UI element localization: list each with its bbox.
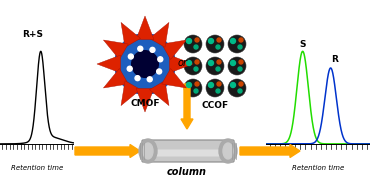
Text: R: R — [332, 55, 338, 64]
Circle shape — [238, 67, 242, 71]
Circle shape — [195, 82, 199, 86]
Text: column: column — [167, 167, 207, 177]
Circle shape — [228, 35, 246, 53]
Ellipse shape — [219, 139, 237, 163]
Circle shape — [184, 57, 202, 75]
Circle shape — [158, 57, 163, 62]
Text: CCOF: CCOF — [201, 101, 229, 110]
FancyArrow shape — [240, 145, 300, 157]
Circle shape — [206, 35, 224, 53]
Ellipse shape — [139, 139, 157, 163]
Text: CMOF: CMOF — [130, 99, 160, 108]
Ellipse shape — [131, 50, 159, 78]
Polygon shape — [162, 68, 186, 88]
Polygon shape — [149, 22, 169, 47]
Circle shape — [150, 47, 155, 52]
Text: Retention time: Retention time — [11, 165, 63, 171]
Circle shape — [186, 39, 192, 43]
Circle shape — [216, 45, 220, 49]
Circle shape — [127, 66, 132, 71]
Circle shape — [217, 38, 221, 42]
Ellipse shape — [114, 33, 176, 95]
Circle shape — [209, 83, 213, 88]
Circle shape — [194, 45, 198, 49]
Polygon shape — [136, 88, 154, 112]
Circle shape — [209, 60, 213, 66]
Circle shape — [209, 39, 213, 43]
Circle shape — [238, 45, 242, 49]
Circle shape — [157, 69, 162, 74]
Circle shape — [206, 57, 224, 75]
FancyBboxPatch shape — [145, 149, 232, 156]
Polygon shape — [104, 40, 128, 60]
Circle shape — [228, 79, 246, 97]
Circle shape — [147, 77, 152, 82]
Circle shape — [128, 54, 133, 59]
Circle shape — [231, 83, 235, 88]
Polygon shape — [121, 81, 141, 106]
Polygon shape — [97, 55, 121, 73]
Polygon shape — [169, 55, 193, 73]
Circle shape — [216, 89, 220, 93]
Circle shape — [206, 79, 224, 97]
Polygon shape — [162, 40, 186, 60]
Circle shape — [138, 46, 143, 51]
Circle shape — [239, 38, 243, 42]
Circle shape — [195, 38, 199, 42]
Circle shape — [239, 60, 243, 64]
Polygon shape — [149, 81, 169, 106]
FancyArrow shape — [181, 84, 193, 129]
Circle shape — [217, 82, 221, 86]
Circle shape — [231, 39, 235, 43]
Circle shape — [135, 76, 140, 81]
Text: or: or — [178, 58, 188, 68]
FancyArrow shape — [75, 145, 140, 157]
Polygon shape — [136, 16, 154, 40]
Circle shape — [217, 60, 221, 64]
Ellipse shape — [143, 143, 153, 159]
Text: S: S — [299, 40, 306, 49]
Ellipse shape — [223, 143, 233, 159]
Circle shape — [186, 83, 192, 88]
Circle shape — [194, 67, 198, 71]
Polygon shape — [121, 22, 141, 47]
Text: R+S: R+S — [22, 30, 43, 40]
Circle shape — [238, 89, 242, 93]
Circle shape — [195, 60, 199, 64]
Circle shape — [184, 79, 202, 97]
Text: Retention time: Retention time — [292, 165, 344, 171]
Circle shape — [186, 60, 192, 66]
Circle shape — [194, 89, 198, 93]
Circle shape — [184, 35, 202, 53]
Circle shape — [239, 82, 243, 86]
FancyBboxPatch shape — [142, 140, 234, 162]
Circle shape — [231, 60, 235, 66]
Circle shape — [228, 57, 246, 75]
Polygon shape — [104, 68, 128, 88]
Circle shape — [216, 67, 220, 71]
